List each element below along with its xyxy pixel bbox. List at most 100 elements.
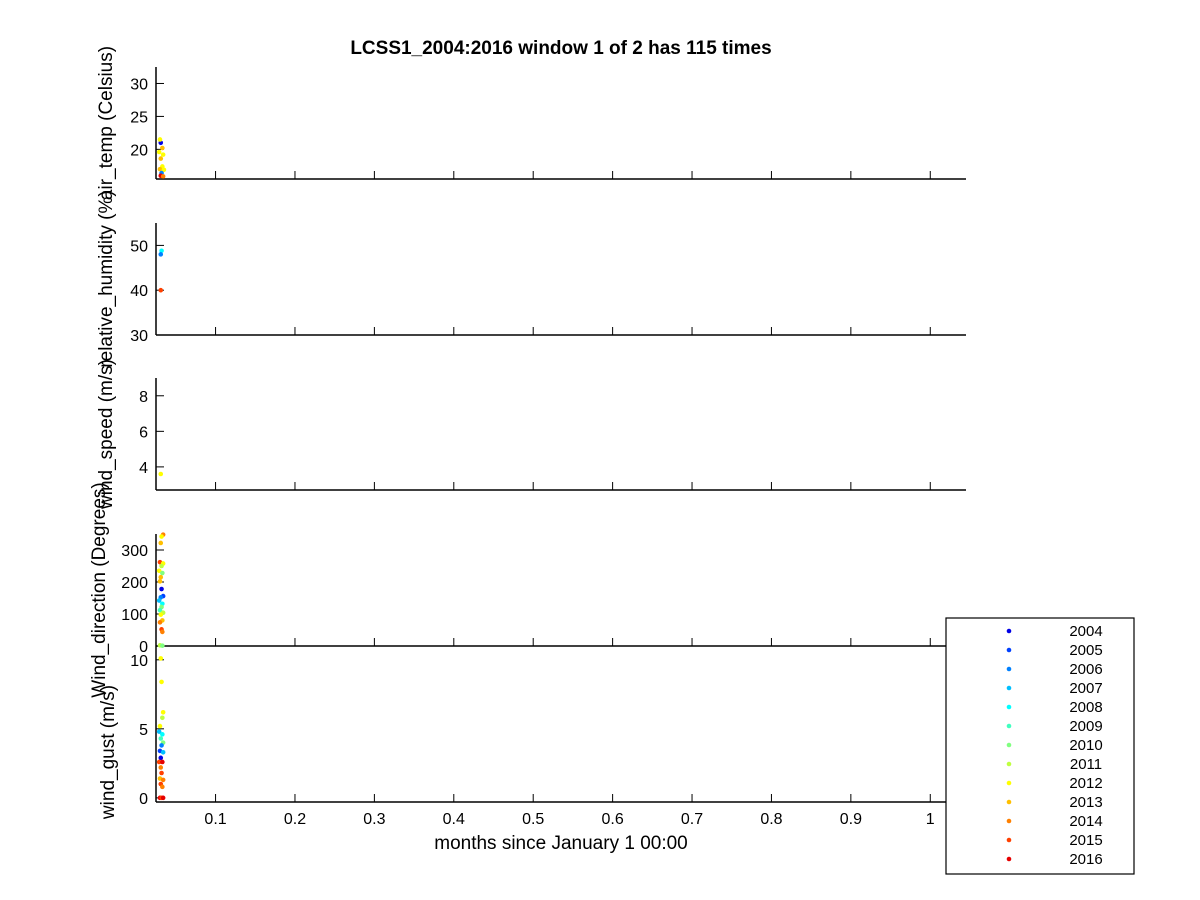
x-tick-label: 0.2 xyxy=(284,811,306,828)
legend-label: 2012 xyxy=(1069,775,1102,792)
data-point xyxy=(158,755,164,761)
data-point xyxy=(160,715,165,721)
legend-marker xyxy=(1006,647,1012,653)
panel-3: 4 6 8 wind_speed (m/s) xyxy=(96,359,966,510)
legend-marker xyxy=(1006,761,1012,767)
legend-marker xyxy=(1006,818,1012,824)
x-tick-label: 1 xyxy=(926,811,935,828)
data-point xyxy=(160,629,165,635)
data-point xyxy=(158,252,164,257)
data-point xyxy=(160,759,165,765)
x-tick-label: 0.4 xyxy=(443,811,465,828)
data-point xyxy=(160,784,165,790)
legend-label: 2008 xyxy=(1069,699,1102,716)
legend-marker xyxy=(1006,837,1012,843)
legend-marker xyxy=(1006,685,1012,691)
data-point xyxy=(157,137,163,142)
data-point xyxy=(159,770,164,776)
y-tick-label: 30 xyxy=(130,76,148,93)
x-tick-label: 0.7 xyxy=(681,811,703,828)
data-point xyxy=(158,156,164,161)
y-tick-label: 0 xyxy=(139,639,148,656)
data-point xyxy=(157,579,163,584)
data-point xyxy=(160,145,165,151)
data-point xyxy=(159,248,164,254)
y-tick-label: 8 xyxy=(139,389,148,406)
x-tick-label: 0.8 xyxy=(760,811,782,828)
data-point xyxy=(158,736,164,741)
y-axis-label: relative_humidity (%) xyxy=(96,190,117,367)
y-axis-label: air_temp (Celsius) xyxy=(96,46,117,200)
y-tick-label: 20 xyxy=(130,142,148,159)
data-point xyxy=(160,750,166,755)
legend-label: 2014 xyxy=(1069,813,1102,830)
legend-label: 2015 xyxy=(1069,832,1102,849)
data-point xyxy=(158,287,164,293)
data-point xyxy=(160,777,166,783)
legend-marker xyxy=(1006,780,1012,786)
y-axis-label: Wind_direction (Degrees) xyxy=(89,482,110,697)
legend-marker xyxy=(1006,666,1012,672)
y-tick-label: 50 xyxy=(130,238,148,255)
data-point xyxy=(160,152,166,157)
y-tick-label: 100 xyxy=(121,607,148,624)
data-point xyxy=(156,149,162,155)
data-point xyxy=(159,743,164,748)
x-tick-label: 0.6 xyxy=(601,811,623,828)
legend-label: 2016 xyxy=(1069,851,1102,868)
legend-box xyxy=(945,617,1135,875)
y-tick-label: 6 xyxy=(139,424,148,441)
data-point xyxy=(159,563,164,569)
x-tick-label: 0.9 xyxy=(840,811,862,828)
data-point xyxy=(158,656,164,661)
panel-2: 30 40 50 relative_humidity (%) xyxy=(96,190,966,368)
data-point xyxy=(158,765,164,770)
data-point xyxy=(157,723,163,729)
data-point xyxy=(160,174,166,179)
data-point xyxy=(161,167,167,173)
legend-marker xyxy=(1006,704,1012,710)
legend-marker xyxy=(1006,723,1012,729)
legend-label: 2005 xyxy=(1069,642,1102,659)
legend-label: 2011 xyxy=(1070,756,1102,773)
legend-label: 2006 xyxy=(1069,661,1102,678)
y-tick-label: 5 xyxy=(139,722,148,739)
panel-4: 0 100 200 300 Wind_direction (Degrees) xyxy=(89,482,966,698)
x-tick-label: 0.3 xyxy=(363,811,385,828)
legend-marker xyxy=(1006,799,1012,805)
x-axis-label: months since January 1 00:00 xyxy=(434,833,688,854)
legend-label: 2007 xyxy=(1069,680,1102,697)
data-point xyxy=(160,795,166,801)
legend-label: 2004 xyxy=(1069,623,1102,640)
y-axis-label: wind_speed (m/s) xyxy=(96,359,117,510)
data-point xyxy=(156,759,162,765)
data-point xyxy=(159,586,164,592)
y-tick-label: 25 xyxy=(130,109,148,126)
x-tick-label: 0.1 xyxy=(204,811,226,828)
legend-marker xyxy=(1006,628,1012,634)
legend-label: 2013 xyxy=(1069,794,1102,811)
data-point xyxy=(156,729,162,734)
x-tick-label: 0.5 xyxy=(522,811,544,828)
legend-marker xyxy=(1006,856,1012,862)
data-point xyxy=(158,612,164,617)
panel-1: 20 25 30 air_temp (Celsius) xyxy=(96,46,966,200)
y-tick-label: 40 xyxy=(130,283,148,300)
chart-title: LCSS1_2004:2016 window 1 of 2 has 115 ti… xyxy=(350,38,771,59)
data-point xyxy=(157,620,163,625)
legend-label: 2010 xyxy=(1069,737,1102,754)
panel-5: 0.1 0.2 0.3 0.4 0.5 0.6 0.7 0.8 0.9 10510wind_gus… xyxy=(98,646,966,828)
y-tick-label: 300 xyxy=(121,543,148,560)
data-point xyxy=(157,607,163,613)
y-tick-label: 200 xyxy=(121,575,148,592)
data-point xyxy=(160,643,165,648)
data-point xyxy=(158,471,164,477)
data-point xyxy=(157,166,163,172)
data-point xyxy=(159,679,164,685)
data-point xyxy=(160,732,165,737)
y-tick-label: 30 xyxy=(130,328,148,345)
data-point xyxy=(160,570,165,576)
y-axis-label: wind_gust (m/s) xyxy=(98,685,119,820)
